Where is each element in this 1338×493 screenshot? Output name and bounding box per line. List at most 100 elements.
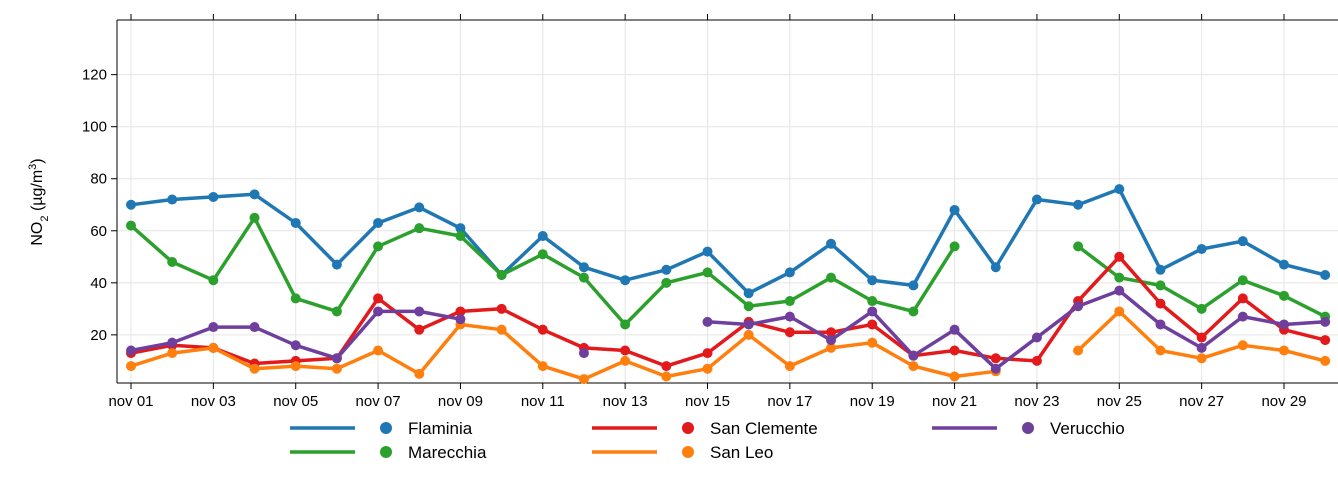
- data-point: [578, 374, 589, 385]
- data-point: [661, 277, 672, 288]
- data-point: [1196, 303, 1207, 314]
- data-point: [578, 348, 589, 359]
- data-point: [908, 280, 919, 291]
- data-point: [331, 353, 342, 364]
- data-point: [414, 223, 425, 234]
- data-point: [949, 324, 960, 335]
- data-point: [167, 194, 178, 205]
- data-point: [1237, 275, 1248, 286]
- data-point: [290, 340, 301, 351]
- data-point: [373, 241, 384, 252]
- data-point: [908, 350, 919, 361]
- legend-dot: [1022, 422, 1034, 434]
- x-tick-label: nov 07: [356, 393, 401, 410]
- legend-dot: [380, 446, 392, 458]
- data-point: [867, 306, 878, 317]
- legend-dot: [380, 422, 392, 434]
- data-point: [1196, 353, 1207, 364]
- data-point: [126, 199, 136, 210]
- data-point: [826, 327, 837, 338]
- x-tick-label: nov 23: [1014, 393, 1059, 410]
- data-point: [373, 217, 384, 228]
- data-point: [208, 275, 219, 286]
- x-tick-label: nov 13: [603, 393, 648, 410]
- data-point: [414, 324, 425, 335]
- data-point: [373, 293, 384, 304]
- data-point: [249, 363, 260, 374]
- data-point: [1279, 345, 1289, 356]
- data-point: [414, 306, 425, 317]
- data-point: [331, 259, 342, 270]
- data-point: [990, 353, 1001, 364]
- data-point: [208, 191, 219, 202]
- data-point: [1196, 342, 1207, 353]
- data-point: [620, 275, 631, 286]
- data-point: [126, 220, 136, 231]
- data-point: [1237, 340, 1248, 351]
- data-point: [908, 306, 919, 317]
- data-point: [826, 342, 837, 353]
- data-point: [1320, 316, 1331, 327]
- x-tick-label: nov 11: [521, 393, 565, 410]
- x-tick-label: nov 27: [1179, 393, 1224, 410]
- data-point: [537, 361, 548, 372]
- data-point: [620, 355, 631, 366]
- data-point: [743, 319, 754, 330]
- data-point: [290, 361, 301, 372]
- data-point: [331, 306, 342, 317]
- data-point: [949, 241, 960, 252]
- y-axis-label-part: NO: [29, 222, 46, 246]
- data-point: [1237, 311, 1248, 322]
- y-tick-label: 120: [82, 67, 107, 84]
- data-point: [702, 316, 713, 327]
- data-point: [1279, 319, 1289, 330]
- data-point: [1155, 280, 1166, 291]
- data-point: [414, 202, 425, 213]
- data-point: [290, 293, 301, 304]
- data-point: [949, 345, 960, 356]
- data-point: [126, 345, 136, 356]
- x-tick-label: nov 01: [108, 393, 153, 410]
- data-point: [1237, 293, 1248, 304]
- data-point: [867, 296, 878, 307]
- legend-label: San Clemente: [710, 419, 818, 438]
- data-point: [290, 217, 301, 228]
- data-point: [1114, 272, 1125, 283]
- data-point: [1155, 264, 1166, 275]
- data-point: [990, 363, 1001, 374]
- y-axis-label-part: 2: [39, 216, 51, 222]
- x-tick-label: nov 17: [767, 393, 812, 410]
- data-point: [578, 272, 589, 283]
- data-point: [1279, 290, 1289, 301]
- data-point: [455, 314, 466, 325]
- series-line: [130, 187, 1326, 295]
- data-point: [1196, 243, 1207, 254]
- legend-label: Flaminia: [408, 419, 473, 438]
- data-point: [1320, 335, 1331, 346]
- data-point: [784, 296, 795, 307]
- data-point: [455, 223, 466, 234]
- x-tick-label: nov 19: [850, 393, 895, 410]
- data-point: [1073, 199, 1084, 210]
- y-axis-label-part: ): [29, 158, 46, 163]
- series-line: [130, 255, 1326, 368]
- legend-dot: [682, 422, 694, 434]
- data-point: [1155, 345, 1166, 356]
- data-point: [826, 272, 837, 283]
- x-tick-label: nov 09: [438, 393, 483, 410]
- data-point: [578, 262, 589, 273]
- data-point: [620, 319, 631, 330]
- data-point: [620, 345, 631, 356]
- data-point: [867, 275, 878, 286]
- data-point: [455, 306, 466, 317]
- data-point: [1114, 285, 1125, 296]
- x-tick-label: nov 05: [273, 393, 318, 410]
- legend-label: San Leo: [710, 443, 773, 462]
- x-tick-label: nov 25: [1097, 393, 1142, 410]
- legend-label: Marecchia: [408, 443, 487, 462]
- data-point: [167, 348, 178, 359]
- data-point: [1031, 194, 1042, 205]
- data-point: [743, 329, 754, 340]
- data-point: [1155, 298, 1166, 309]
